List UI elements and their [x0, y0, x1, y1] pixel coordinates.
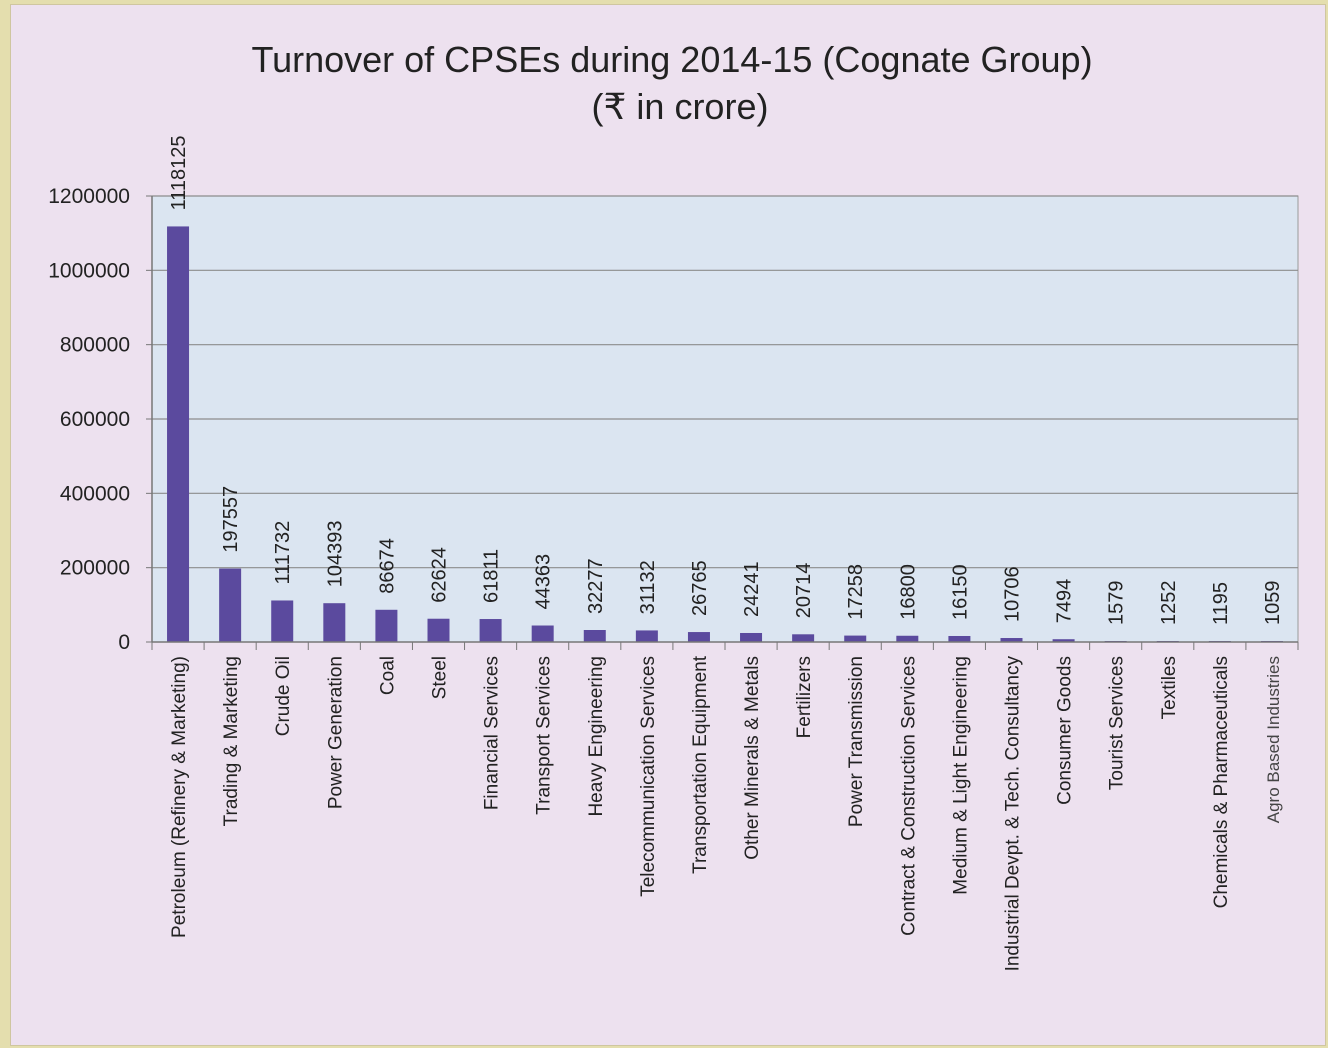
bar [479, 619, 502, 642]
x-tick-label: Chemicals & Pharmaceuticals [1211, 656, 1232, 908]
bar [1052, 639, 1075, 642]
data-label: 17258 [845, 564, 867, 620]
data-label: 1118125 [168, 136, 190, 211]
x-tick-label: Agro Based Industries [1264, 656, 1283, 823]
x-tick-label: Other Minerals & Metals [742, 656, 763, 860]
bar [323, 603, 346, 642]
bar [271, 600, 294, 642]
x-tick-label: Financial Services [482, 656, 503, 810]
bar [740, 632, 763, 642]
data-label: 104393 [324, 520, 346, 587]
y-tick-label: 200000 [60, 557, 130, 580]
y-tick-label: 600000 [60, 408, 130, 431]
x-tick-label: Trading & Marketing [221, 656, 242, 826]
y-tick-label: 0 [118, 631, 130, 654]
bar [896, 635, 919, 642]
y-tick-label: 1200000 [48, 185, 130, 208]
data-label: 24241 [741, 561, 763, 617]
data-labels: 1118125 197557 111732 104393 86674 62624 61811… [168, 136, 1284, 625]
data-label: 86674 [376, 538, 398, 594]
data-label: 44363 [533, 554, 555, 610]
bar [792, 634, 815, 642]
bar [687, 632, 710, 642]
x-tick-label: Medium & Light Engineering [950, 656, 971, 895]
x-tick-label: Heavy Engineering [586, 656, 607, 817]
x-tick-label: Contract & Construction Services [898, 656, 919, 936]
bar [531, 625, 554, 642]
data-label: 31132 [637, 560, 659, 614]
data-label: 10706 [1002, 566, 1024, 622]
y-axis-tick-labels: 0 200000 400000 600000 800000 1000000 1200000 [48, 185, 130, 654]
data-label: 1059 [1262, 581, 1284, 626]
bar [948, 635, 971, 642]
data-label: 111732 [272, 521, 294, 585]
x-tick-label: Telecommunication Services [638, 656, 659, 897]
x-tick-label: Transport Services [534, 656, 555, 815]
chart-title: Turnover of CPSEs during 2014-15 (Cognat… [251, 39, 1092, 80]
x-tick-label: Tourist Services [1107, 656, 1128, 790]
data-label: 32277 [585, 558, 607, 614]
y-tick-label: 800000 [60, 334, 130, 357]
x-tick-label: Textiles [1159, 656, 1180, 719]
x-tick-label: Coal [377, 656, 398, 695]
bar [844, 635, 867, 642]
x-tick-label: Industrial Devpt. & Tech. Consultancy [1003, 656, 1024, 972]
data-label: 61811 [481, 549, 503, 603]
bar [167, 226, 190, 642]
data-label: 16150 [949, 564, 971, 620]
bar [219, 568, 242, 642]
data-label: 197557 [220, 486, 242, 553]
bar [375, 609, 398, 642]
x-tick-label: Consumer Goods [1055, 656, 1076, 805]
y-tick-label: 1000000 [48, 259, 130, 282]
chart-subtitle: (₹ in crore) [592, 86, 769, 127]
x-tick-label: Transportation Equipment [690, 655, 711, 874]
data-label: 16800 [897, 564, 919, 620]
bar [583, 630, 606, 642]
data-label: 1252 [1158, 581, 1180, 626]
x-tick-label: Power Transmission [846, 656, 867, 827]
gridlines [146, 195, 1298, 643]
x-axis-tick-labels: Petroleum (Refinery & Marketing) Trading … [151, 642, 1299, 972]
data-label: 20714 [793, 563, 815, 619]
x-tick-label: Steel [430, 656, 451, 699]
bar [1000, 638, 1023, 642]
y-tick-label: 400000 [60, 482, 130, 505]
data-label: 1579 [1106, 581, 1128, 626]
x-tick-label: Crude Oil [273, 656, 294, 736]
x-tick-label: Fertilizers [794, 656, 815, 738]
data-label: 1195 [1210, 582, 1232, 625]
bar [427, 618, 450, 642]
data-label: 26765 [689, 560, 711, 616]
bar [635, 630, 658, 642]
x-tick-label: Petroleum (Refinery & Marketing) [169, 656, 190, 938]
data-label: 62624 [429, 547, 451, 603]
x-tick-label: Power Generation [325, 656, 346, 809]
data-label: 7494 [1054, 579, 1076, 624]
